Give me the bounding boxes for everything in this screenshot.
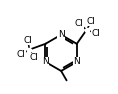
Text: Cl: Cl	[17, 50, 26, 59]
Text: Cl: Cl	[23, 36, 32, 45]
Text: Cl: Cl	[75, 19, 84, 28]
Text: Cl: Cl	[87, 17, 96, 26]
Text: N: N	[73, 57, 80, 66]
Text: N: N	[58, 30, 65, 39]
Text: N: N	[42, 57, 49, 66]
Text: Cl: Cl	[30, 53, 39, 62]
Text: Cl: Cl	[91, 29, 100, 38]
